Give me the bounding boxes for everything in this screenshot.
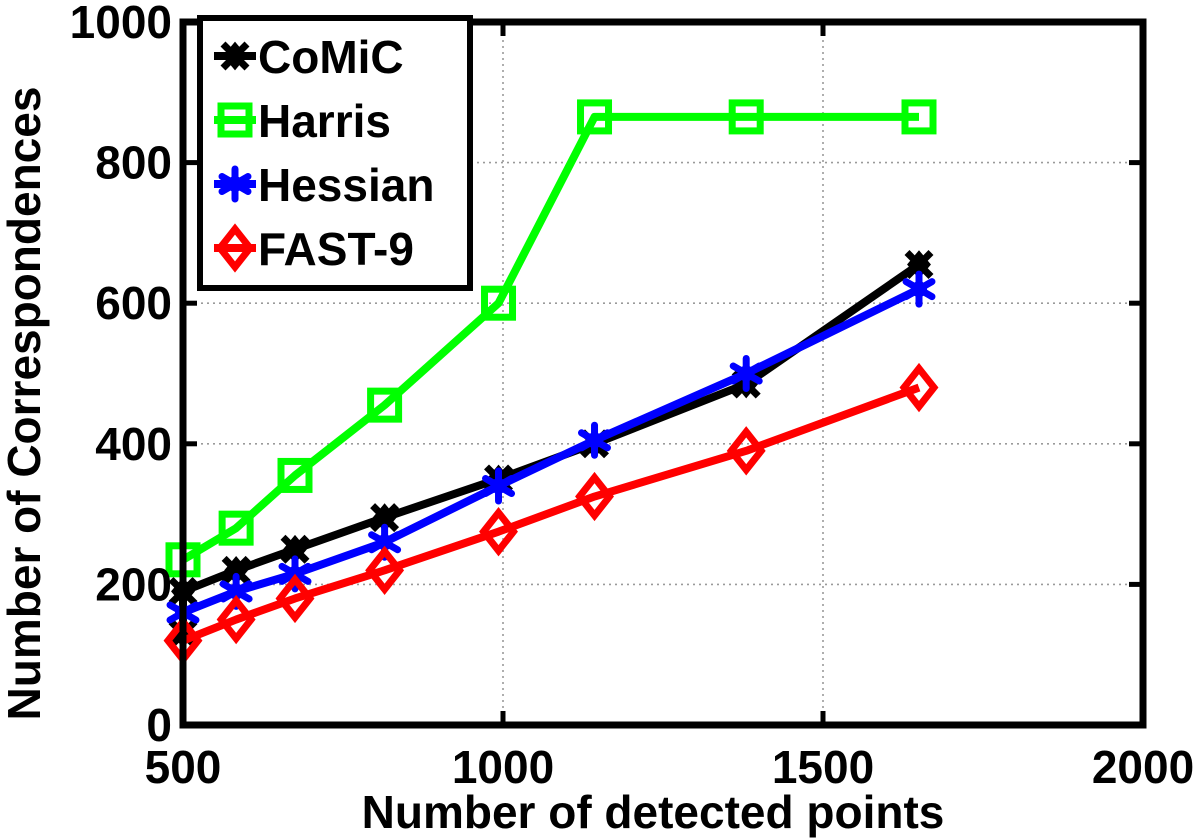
plot-frame <box>179 18 1147 729</box>
data-point-hessian <box>482 467 516 505</box>
data-point-hessian <box>578 421 612 459</box>
data-point-hessian <box>729 355 763 392</box>
y-tick-label: 600 <box>95 277 172 329</box>
y-tick-label: 200 <box>95 558 172 610</box>
y-tick-label: 0 <box>146 699 172 751</box>
data-point-fast-9 <box>365 545 405 595</box>
data-point-comic <box>221 555 251 585</box>
legend-marker-fast-9 <box>215 223 255 273</box>
data-point-harris <box>481 285 517 321</box>
data-point-harris <box>728 99 764 135</box>
data-point-fast-9 <box>479 507 518 557</box>
data-point-fast-9 <box>899 362 939 413</box>
data-point-harris <box>367 387 403 423</box>
data-point-harris <box>277 457 313 493</box>
legend-label-hessian: Hessian <box>258 159 434 211</box>
legend-marker-comic <box>220 41 250 71</box>
y-tick-label: 400 <box>95 418 172 470</box>
ticks <box>180 19 1146 728</box>
series-line-fast-9 <box>181 383 921 645</box>
data-point-fast-9 <box>575 471 614 522</box>
x-tick-label: 1000 <box>452 741 554 793</box>
x-tick-label: 1500 <box>772 741 874 793</box>
data-point-harris <box>218 510 254 546</box>
legend: CoMiC Harris Hessian FAST-9 <box>197 15 473 291</box>
y-tick-label: 1000 <box>70 0 172 48</box>
data-point-fast-9 <box>726 426 766 476</box>
data-point-fast-9 <box>275 573 315 624</box>
y-tick-label: 800 <box>95 137 172 189</box>
series-fast-9 <box>163 362 939 666</box>
tick-labels: 500 1000 1500 2000 0 200 400 600 800 1000 <box>70 0 1195 793</box>
legend-item-harris: Harris <box>214 95 391 147</box>
data-point-harris <box>901 99 937 135</box>
series-hessian <box>166 270 936 632</box>
legend-marker-hessian <box>218 165 252 203</box>
x-tick-label: 2000 <box>1092 741 1194 793</box>
series-line-harris <box>180 112 919 564</box>
x-axis-title: Number of detected points <box>362 786 945 838</box>
x-tick-label: 500 <box>145 741 222 793</box>
grid <box>183 22 1143 725</box>
legend-item-fast-9: FAST-9 <box>214 223 414 275</box>
legend-label-harris: Harris <box>258 95 391 147</box>
legend-marker-harris <box>217 102 253 138</box>
data-point-harris <box>577 99 613 135</box>
legend-item-comic: CoMiC <box>214 31 404 83</box>
legend-label-fast-9: FAST-9 <box>258 223 414 275</box>
data-point-fast-9 <box>216 594 256 645</box>
data-point-hessian <box>902 270 936 308</box>
legend-label-comic: CoMiC <box>258 31 404 83</box>
legend-item-hessian: Hessian <box>214 159 434 211</box>
y-axis-title: Number of Correspondences <box>0 87 50 721</box>
